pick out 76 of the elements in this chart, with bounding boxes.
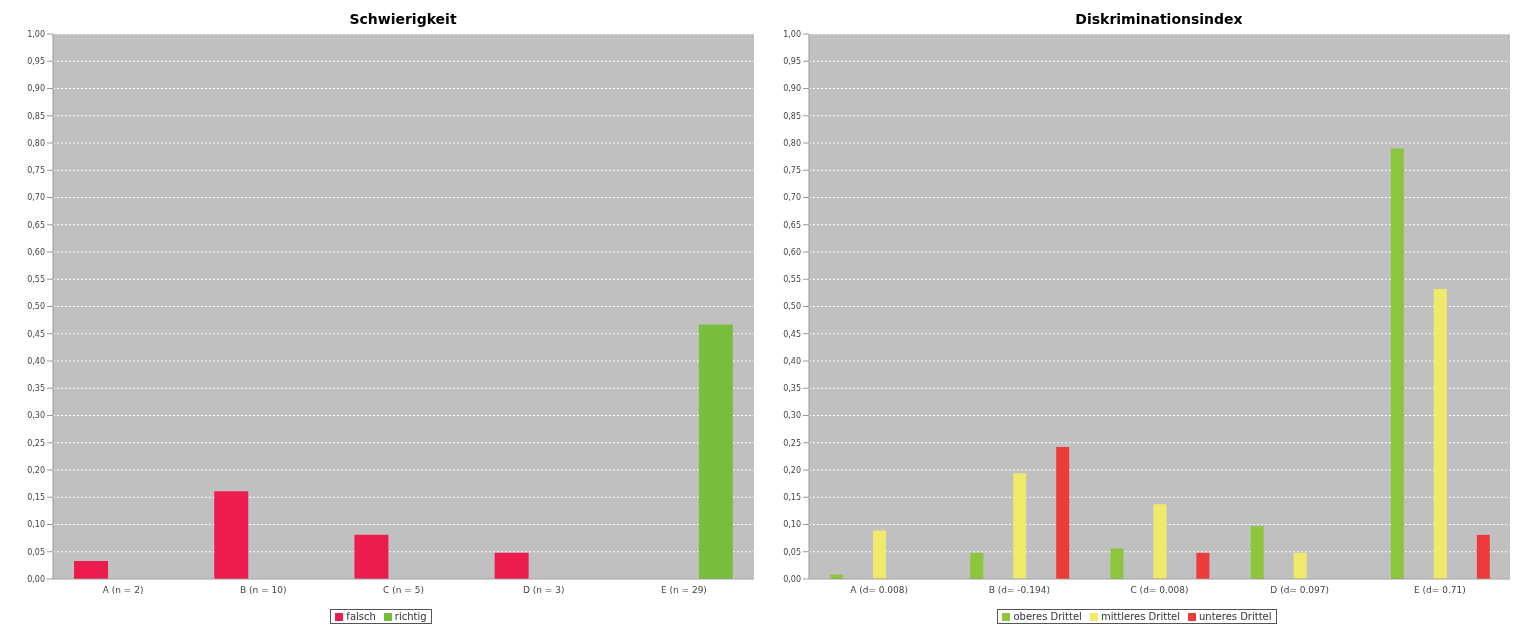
y-tick-label: 0,40 xyxy=(27,356,45,366)
bar xyxy=(1153,504,1167,579)
x-tick-label: D (d= 0.097) xyxy=(1270,585,1330,596)
y-tick-label: 0,50 xyxy=(783,302,801,312)
y-tick-label: 0,85 xyxy=(27,111,45,121)
y-tick-label: 0,70 xyxy=(27,193,45,203)
y-tick-label: 0,65 xyxy=(27,220,45,230)
y-tick-label: 0,55 xyxy=(783,275,801,285)
bar xyxy=(354,534,389,579)
y-tick-label: 0,75 xyxy=(27,166,45,176)
y-tick-label: 0,80 xyxy=(783,138,801,148)
y-tick-label: 0,45 xyxy=(27,329,45,339)
y-tick-label: 0,90 xyxy=(783,84,801,94)
x-tick-label: A (n = 2) xyxy=(102,585,144,596)
x-tick-label: B (n = 10) xyxy=(240,585,287,596)
x-tick-label: C (n = 5) xyxy=(383,585,424,596)
y-tick-label: 0,90 xyxy=(27,84,45,94)
y-tick-label: 0,85 xyxy=(783,111,801,121)
y-tick-label: 1,00 xyxy=(27,29,45,39)
y-tick-label: 0,30 xyxy=(783,411,801,421)
legend-label: unteres Drittel xyxy=(1198,611,1272,622)
chart-title: Schwierigkeit xyxy=(348,10,458,29)
y-tick-label: 0,10 xyxy=(27,520,45,530)
x-tick-label: D (n = 3) xyxy=(522,585,565,596)
legend-label: mittleres Drittel xyxy=(1100,611,1180,622)
bar xyxy=(1013,473,1027,579)
y-tick-label: 0,00 xyxy=(783,574,801,584)
bar xyxy=(494,552,529,579)
y-tick-label: 0,65 xyxy=(783,220,801,230)
legend-label: oberes Drittel xyxy=(1013,611,1082,622)
chart-title: Diskriminationsindex xyxy=(1074,10,1244,29)
bar xyxy=(1110,548,1124,579)
bar xyxy=(1476,534,1490,579)
y-tick-label: 0,35 xyxy=(27,384,45,394)
legend-label: richtig xyxy=(394,611,427,622)
bar xyxy=(1390,148,1404,579)
y-tick-label: 0,80 xyxy=(27,138,45,148)
y-tick-label: 0,30 xyxy=(27,411,45,421)
x-tick-label: E (n = 29) xyxy=(660,585,707,596)
y-tick-label: 0,25 xyxy=(27,438,45,448)
y-tick-label: 0,20 xyxy=(27,465,45,475)
x-tick-label: E (d= 0.71) xyxy=(1414,585,1466,596)
y-tick-label: 0,15 xyxy=(27,493,45,503)
y-tick-label: 0,40 xyxy=(783,356,801,366)
legend-label: falsch xyxy=(346,611,376,622)
y-tick-label: 0,35 xyxy=(783,384,801,394)
y-tick-label: 0,15 xyxy=(783,493,801,503)
y-tick-label: 0,55 xyxy=(27,275,45,285)
y-tick-label: 0,00 xyxy=(27,574,45,584)
y-tick-label: 0,60 xyxy=(27,247,45,257)
y-tick-label: 0,20 xyxy=(783,465,801,475)
bar xyxy=(1250,526,1264,579)
x-tick-label: A (d= 0.008) xyxy=(850,585,909,596)
y-tick-label: 0,75 xyxy=(783,166,801,176)
bar xyxy=(1196,552,1210,579)
bar xyxy=(873,530,887,579)
x-tick-label: B (d= -0.194) xyxy=(988,585,1050,596)
bar xyxy=(1293,552,1307,579)
bar xyxy=(698,324,733,579)
bar xyxy=(970,552,984,579)
y-tick-label: 0,50 xyxy=(27,302,45,312)
y-tick-label: 0,25 xyxy=(783,438,801,448)
y-tick-label: 0,45 xyxy=(783,329,801,339)
bar xyxy=(1056,447,1070,579)
y-tick-label: 0,95 xyxy=(783,57,801,67)
bar xyxy=(214,491,249,579)
x-tick-label: C (d= 0.008) xyxy=(1130,585,1189,596)
bar xyxy=(1433,289,1447,579)
y-tick-label: 0,95 xyxy=(27,57,45,67)
bar xyxy=(74,561,109,579)
y-tick-label: 0,05 xyxy=(783,547,801,557)
y-tick-label: 0,60 xyxy=(783,247,801,257)
y-tick-label: 0,70 xyxy=(783,193,801,203)
y-tick-label: 1,00 xyxy=(783,29,801,39)
y-tick-label: 0,05 xyxy=(27,547,45,557)
y-tick-label: 0,10 xyxy=(783,520,801,530)
